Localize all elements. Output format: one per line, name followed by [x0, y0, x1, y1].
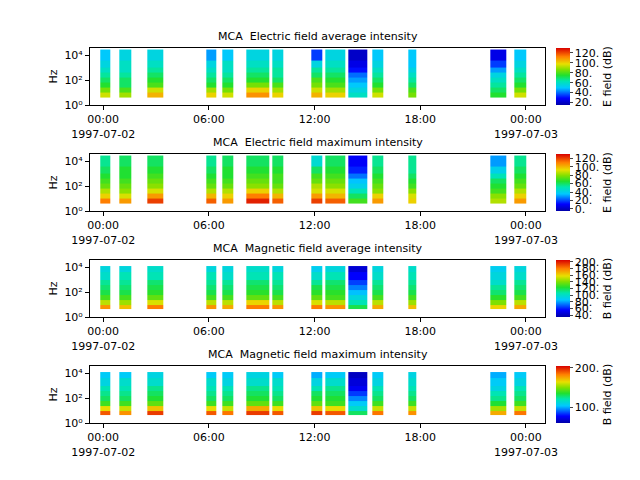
- svg-text:10⁴: 10⁴: [64, 261, 83, 274]
- svg-text:10²: 10²: [64, 74, 82, 87]
- svg-text:20.: 20.: [575, 96, 593, 109]
- svg-text:18:00: 18:00: [404, 431, 436, 444]
- svg-text:Hz: Hz: [47, 387, 60, 401]
- svg-text:180.: 180.: [575, 262, 600, 275]
- svg-text:80.: 80.: [575, 296, 593, 309]
- svg-text:12:00: 12:00: [299, 325, 331, 338]
- svg-text:120.: 120.: [575, 282, 600, 295]
- svg-text:Hz: Hz: [47, 175, 60, 189]
- svg-text:40.: 40.: [575, 86, 593, 99]
- svg-text:60.: 60.: [575, 177, 593, 190]
- svg-text:10²: 10²: [64, 392, 82, 405]
- svg-text:140.: 140.: [575, 276, 600, 289]
- svg-text:10⁰: 10⁰: [64, 417, 83, 430]
- svg-text:00:001997-07-03: 00:001997-07-03: [494, 219, 558, 246]
- svg-text:MCA Magnetic field average in: MCA Magnetic field average intensity: [213, 242, 422, 255]
- svg-text:20.: 20.: [575, 194, 593, 207]
- svg-text:40.: 40.: [575, 186, 593, 199]
- svg-text:00:001997-07-02: 00:001997-07-02: [71, 431, 135, 458]
- svg-text:10⁰: 10⁰: [64, 311, 83, 324]
- svg-text:40.: 40.: [575, 309, 593, 322]
- svg-text:06:00: 06:00: [193, 325, 225, 338]
- svg-text:00:001997-07-03: 00:001997-07-03: [494, 431, 558, 458]
- svg-text:06:00: 06:00: [193, 113, 225, 126]
- svg-text:E field (dB): E field (dB): [601, 46, 614, 107]
- svg-text:200.: 200.: [575, 256, 600, 269]
- svg-text:0.: 0.: [575, 203, 586, 216]
- svg-text:06:00: 06:00: [193, 431, 225, 444]
- svg-text:10⁰: 10⁰: [64, 205, 83, 218]
- svg-text:200.: 200.: [575, 362, 600, 375]
- svg-text:00:001997-07-03: 00:001997-07-03: [494, 113, 558, 140]
- svg-text:B field (dB): B field (dB): [601, 258, 614, 319]
- svg-text:100.: 100.: [575, 161, 600, 174]
- svg-text:60.: 60.: [575, 77, 593, 90]
- svg-text:10⁴: 10⁴: [64, 155, 83, 168]
- svg-text:00:001997-07-02: 00:001997-07-02: [71, 113, 135, 140]
- svg-text:160.: 160.: [575, 269, 600, 282]
- svg-text:10⁰: 10⁰: [64, 99, 83, 112]
- svg-text:B field (dB): B field (dB): [601, 364, 614, 425]
- svg-text:Hz: Hz: [47, 69, 60, 83]
- svg-text:80.: 80.: [575, 169, 593, 182]
- svg-text:18:00: 18:00: [404, 219, 436, 232]
- svg-text:12:00: 12:00: [299, 219, 331, 232]
- svg-text:100.: 100.: [575, 401, 600, 414]
- svg-text:00:001997-07-02: 00:001997-07-02: [71, 325, 135, 352]
- svg-text:18:00: 18:00: [404, 325, 436, 338]
- svg-text:MCA Electric field average in: MCA Electric field average intensity: [218, 30, 418, 43]
- svg-text:10²: 10²: [64, 180, 82, 193]
- svg-text:12:00: 12:00: [299, 113, 331, 126]
- svg-text:120.: 120.: [575, 152, 600, 165]
- svg-text:Hz: Hz: [47, 281, 60, 295]
- svg-text:12:00: 12:00: [299, 431, 331, 444]
- svg-text:100.: 100.: [575, 57, 600, 70]
- svg-text:80.: 80.: [575, 67, 593, 80]
- svg-text:E field (dB): E field (dB): [601, 152, 614, 213]
- svg-text:10⁴: 10⁴: [64, 49, 83, 62]
- svg-text:MCA Magnetic field maximum in: MCA Magnetic field maximum intensity: [208, 348, 428, 361]
- svg-text:10⁴: 10⁴: [64, 367, 83, 380]
- svg-text:100.: 100.: [575, 289, 600, 302]
- svg-text:06:00: 06:00: [193, 219, 225, 232]
- svg-text:120.: 120.: [575, 47, 600, 60]
- svg-text:00:001997-07-03: 00:001997-07-03: [494, 325, 558, 352]
- svg-text:18:00: 18:00: [404, 113, 436, 126]
- svg-text:00:001997-07-02: 00:001997-07-02: [71, 219, 135, 246]
- svg-text:MCA Electric field maximum in: MCA Electric field maximum intensity: [213, 136, 423, 149]
- svg-text:60.: 60.: [575, 302, 593, 315]
- svg-text:10²: 10²: [64, 286, 82, 299]
